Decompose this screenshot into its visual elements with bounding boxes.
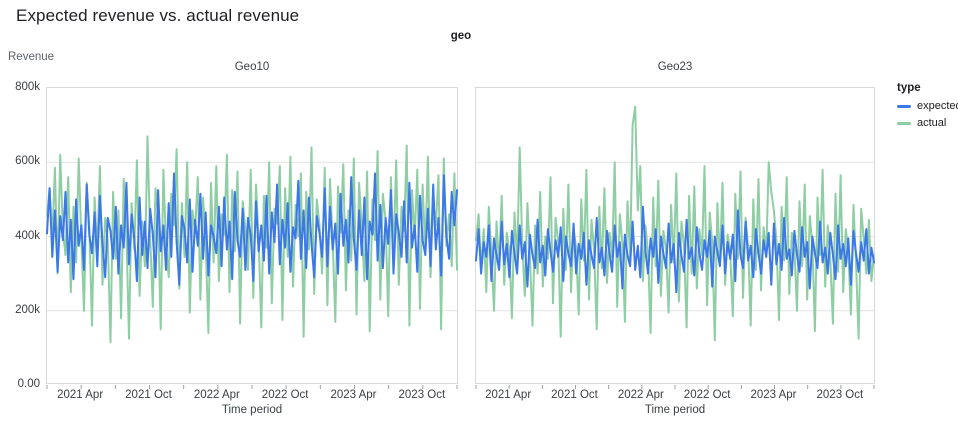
x-tick-label: 2021 Oct: [551, 389, 598, 401]
x-tick-label: 2023 Oct: [816, 389, 864, 401]
y-tick-label: 800k: [15, 81, 40, 93]
y-tick-label: 600k: [15, 155, 40, 168]
x-tick-label: 2021 Apr: [57, 389, 104, 401]
x-axis-title-geo23: Time period: [644, 404, 706, 416]
legend-label: actual: [917, 117, 947, 129]
y-tick-label: 400k: [15, 229, 40, 242]
series-line-expected: [475, 205, 875, 294]
legend-label: expected: [917, 100, 958, 112]
legend-item-actual[interactable]: actual: [897, 117, 958, 129]
x-tick-label: 2023 Oct: [398, 389, 446, 401]
x-tick-label: 2022 Oct: [261, 389, 309, 401]
legend: type expected actual: [897, 82, 958, 134]
x-axis-tick-labels-geo23: 2021 Apr 2021 Oct 2022 Apr 2022 Oct 2023 Apr…: [475, 389, 875, 403]
legend-swatch-actual: [897, 121, 911, 125]
x-axis-tick-labels-geo10: 2021 Apr 2021 Oct 2022 Apr 2022 Oct 2023 Apr…: [46, 389, 458, 403]
facet-dimension-header: geo: [450, 30, 472, 42]
x-tick-label: 2022 Apr: [617, 389, 664, 401]
x-tick-label: 2022 Oct: [683, 389, 731, 401]
legend-title: type: [897, 82, 921, 94]
x-tick-label: 2023 Apr: [330, 389, 377, 401]
line-chart-geo23: [475, 105, 875, 389]
y-tick-label: 0.00: [17, 378, 40, 390]
x-axis-title-geo10: Time period: [221, 404, 283, 416]
series-line-actual: [46, 135, 458, 344]
y-axis-title: Revenue: [8, 51, 55, 63]
y-axis-tick-labels: 800k 600k 400k 200k 0.00: [0, 81, 40, 390]
series-line-actual: [475, 105, 875, 342]
y-tick-label: 200k: [15, 303, 40, 316]
facet-title-geo23: Geo23: [657, 61, 693, 73]
legend-swatch-expected: [897, 104, 911, 108]
page-title: Expected revenue vs. actual revenue: [16, 6, 300, 25]
legend-item-expected[interactable]: expected: [897, 100, 958, 112]
facet-plot-geo23[interactable]: [475, 87, 875, 389]
line-chart-geo10: [46, 135, 458, 389]
facet-title-geo10: Geo10: [234, 61, 270, 73]
series-line-expected: [46, 172, 458, 286]
x-tick-label: 2021 Oct: [125, 389, 172, 401]
x-tick-label: 2021 Apr: [485, 389, 532, 401]
x-tick-label: 2022 Apr: [193, 389, 240, 401]
x-tick-label: 2023 Apr: [750, 389, 797, 401]
facet-plot-geo10[interactable]: [46, 87, 458, 389]
